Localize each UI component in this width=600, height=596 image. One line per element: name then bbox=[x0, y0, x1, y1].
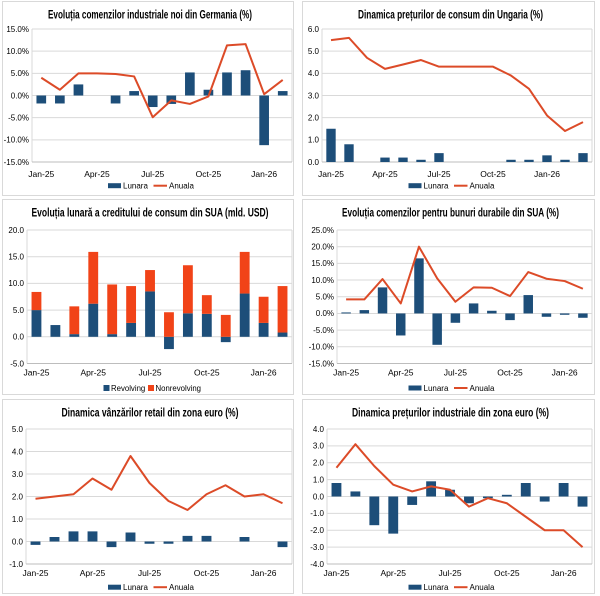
svg-text:Nonrevolving: Nonrevolving bbox=[156, 384, 202, 393]
svg-text:2.0: 2.0 bbox=[308, 113, 320, 122]
svg-text:0.0: 0.0 bbox=[308, 158, 320, 167]
svg-text:0.0%: 0.0% bbox=[11, 91, 29, 100]
svg-text:Oct-25: Oct-25 bbox=[497, 368, 523, 378]
svg-text:Jan-25: Jan-25 bbox=[323, 568, 349, 578]
svg-text:10.0%: 10.0% bbox=[6, 47, 29, 56]
svg-text:-4.0: -4.0 bbox=[310, 560, 324, 569]
svg-text:Anuala: Anuala bbox=[169, 182, 194, 191]
svg-text:Jan-25: Jan-25 bbox=[23, 568, 49, 578]
svg-text:-10.0%: -10.0% bbox=[309, 343, 334, 352]
svg-text:5.0: 5.0 bbox=[12, 425, 24, 434]
svg-text:Dinamica prețurilor de consum: Dinamica prețurilor de consum din Ungari… bbox=[358, 9, 543, 21]
svg-text:Anuala: Anuala bbox=[470, 583, 495, 592]
svg-text:Dinamica vânzărilor retail din: Dinamica vânzărilor retail din zona euro… bbox=[62, 407, 239, 419]
svg-text:Evoluția comenzilor industrial: Evoluția comenzilor industriale noi din … bbox=[48, 9, 252, 21]
svg-text:Anuala: Anuala bbox=[470, 384, 495, 393]
svg-text:4.0: 4.0 bbox=[308, 69, 320, 78]
svg-text:Lunara: Lunara bbox=[424, 182, 449, 191]
svg-text:Lunara: Lunara bbox=[123, 182, 148, 191]
svg-text:-1.0: -1.0 bbox=[9, 560, 23, 569]
svg-text:0.0: 0.0 bbox=[13, 333, 25, 342]
svg-text:0.0: 0.0 bbox=[12, 537, 24, 546]
svg-text:Anuala: Anuala bbox=[169, 583, 194, 592]
svg-text:-15.0%: -15.0% bbox=[4, 158, 29, 167]
svg-text:1.0: 1.0 bbox=[12, 515, 24, 524]
svg-text:-2.0: -2.0 bbox=[310, 526, 324, 535]
svg-text:15.0%: 15.0% bbox=[311, 259, 334, 268]
svg-text:Apr-25: Apr-25 bbox=[388, 368, 414, 378]
svg-text:Jan-26: Jan-26 bbox=[251, 368, 277, 378]
svg-text:3.0: 3.0 bbox=[313, 442, 325, 451]
svg-text:3.0: 3.0 bbox=[12, 470, 24, 479]
svg-text:-5.0: -5.0 bbox=[10, 359, 24, 368]
svg-text:Oct-25: Oct-25 bbox=[194, 568, 220, 578]
svg-text:5.0%: 5.0% bbox=[316, 293, 334, 302]
svg-text:Oct-25: Oct-25 bbox=[194, 368, 220, 378]
svg-text:Jul-25: Jul-25 bbox=[427, 169, 450, 179]
svg-text:-5.0%: -5.0% bbox=[313, 326, 334, 335]
svg-text:Evoluția lunară a creditului d: Evoluția lunară a creditului de consum d… bbox=[32, 207, 269, 219]
svg-text:Lunara: Lunara bbox=[424, 583, 449, 592]
svg-text:Jan-26: Jan-26 bbox=[552, 368, 578, 378]
svg-text:Apr-25: Apr-25 bbox=[372, 169, 398, 179]
svg-text:Lunara: Lunara bbox=[123, 583, 148, 592]
svg-text:Jul-25: Jul-25 bbox=[444, 368, 467, 378]
svg-text:Dinamica prețurilor industrial: Dinamica prețurilor industriale din zona… bbox=[352, 407, 549, 419]
svg-text:Jul-25: Jul-25 bbox=[438, 568, 461, 578]
svg-text:Jul-25: Jul-25 bbox=[138, 368, 161, 378]
svg-text:Jan-25: Jan-25 bbox=[28, 169, 54, 179]
svg-text:Oct-25: Oct-25 bbox=[196, 169, 222, 179]
svg-text:10.0: 10.0 bbox=[8, 279, 24, 288]
svg-text:20.0: 20.0 bbox=[8, 226, 24, 235]
svg-text:Lunara: Lunara bbox=[424, 384, 449, 393]
svg-text:6.0: 6.0 bbox=[308, 25, 320, 34]
svg-text:0.0%: 0.0% bbox=[316, 309, 334, 318]
svg-text:Jul-25: Jul-25 bbox=[141, 169, 164, 179]
svg-text:Apr-25: Apr-25 bbox=[380, 568, 406, 578]
svg-text:Apr-25: Apr-25 bbox=[80, 568, 106, 578]
svg-text:Jan-25: Jan-25 bbox=[333, 368, 359, 378]
svg-text:Jul-25: Jul-25 bbox=[138, 568, 161, 578]
svg-text:Revolving: Revolving bbox=[111, 384, 145, 393]
svg-text:15.0: 15.0 bbox=[8, 253, 24, 262]
svg-text:-3.0: -3.0 bbox=[310, 543, 324, 552]
svg-text:Jan-26: Jan-26 bbox=[251, 568, 277, 578]
svg-text:10.0%: 10.0% bbox=[311, 276, 334, 285]
svg-text:Apr-25: Apr-25 bbox=[80, 368, 106, 378]
svg-text:2.0: 2.0 bbox=[313, 459, 325, 468]
svg-text:Jan-26: Jan-26 bbox=[534, 169, 560, 179]
svg-text:-1.0: -1.0 bbox=[310, 509, 324, 518]
svg-text:3.0: 3.0 bbox=[308, 91, 320, 100]
svg-text:-15.0%: -15.0% bbox=[309, 359, 334, 368]
svg-text:1.0: 1.0 bbox=[313, 475, 325, 484]
svg-text:Jan-26: Jan-26 bbox=[251, 169, 277, 179]
svg-text:15.0%: 15.0% bbox=[6, 25, 29, 34]
svg-text:4.0: 4.0 bbox=[313, 425, 325, 434]
svg-text:Oct-25: Oct-25 bbox=[480, 169, 506, 179]
svg-text:Jan-25: Jan-25 bbox=[23, 368, 49, 378]
svg-text:5.0: 5.0 bbox=[308, 47, 320, 56]
svg-text:-5.0%: -5.0% bbox=[8, 113, 29, 122]
svg-text:Anuala: Anuala bbox=[470, 182, 495, 191]
svg-text:Oct-25: Oct-25 bbox=[494, 568, 520, 578]
svg-text:4.0: 4.0 bbox=[12, 447, 24, 456]
svg-text:-10.0%: -10.0% bbox=[4, 136, 29, 145]
svg-text:5.0%: 5.0% bbox=[11, 69, 29, 78]
svg-text:Evoluția comenzilor pentru bun: Evoluția comenzilor pentru bunuri durabi… bbox=[342, 207, 559, 219]
svg-text:Jan-25: Jan-25 bbox=[318, 169, 344, 179]
svg-text:1.0: 1.0 bbox=[308, 136, 320, 145]
svg-text:25.0%: 25.0% bbox=[311, 226, 334, 235]
svg-text:20.0%: 20.0% bbox=[311, 242, 334, 251]
svg-text:Jan-26: Jan-26 bbox=[551, 568, 577, 578]
svg-text:2.0: 2.0 bbox=[12, 492, 24, 501]
svg-text:5.0: 5.0 bbox=[13, 306, 25, 315]
svg-text:Apr-25: Apr-25 bbox=[84, 169, 110, 179]
svg-text:0.0: 0.0 bbox=[313, 492, 325, 501]
